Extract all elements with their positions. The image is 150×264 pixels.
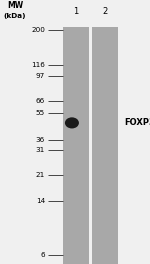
Text: 1: 1	[73, 7, 78, 16]
Text: 200: 200	[31, 27, 45, 33]
Text: 36: 36	[36, 137, 45, 143]
Text: 2: 2	[102, 7, 108, 16]
Text: 31: 31	[36, 147, 45, 153]
Bar	[92, 27, 118, 264]
Text: 21: 21	[36, 172, 45, 178]
Text: 14: 14	[36, 198, 45, 204]
Text: 97: 97	[36, 73, 45, 79]
Text: (kDa): (kDa)	[4, 13, 26, 19]
Text: FOXP3: FOXP3	[124, 118, 150, 128]
Text: 116: 116	[31, 62, 45, 68]
Ellipse shape	[65, 117, 79, 129]
Text: MW: MW	[7, 1, 23, 11]
Text: 66: 66	[36, 98, 45, 104]
Text: 6: 6	[40, 252, 45, 258]
Text: 55: 55	[36, 110, 45, 116]
Bar	[63, 27, 88, 264]
